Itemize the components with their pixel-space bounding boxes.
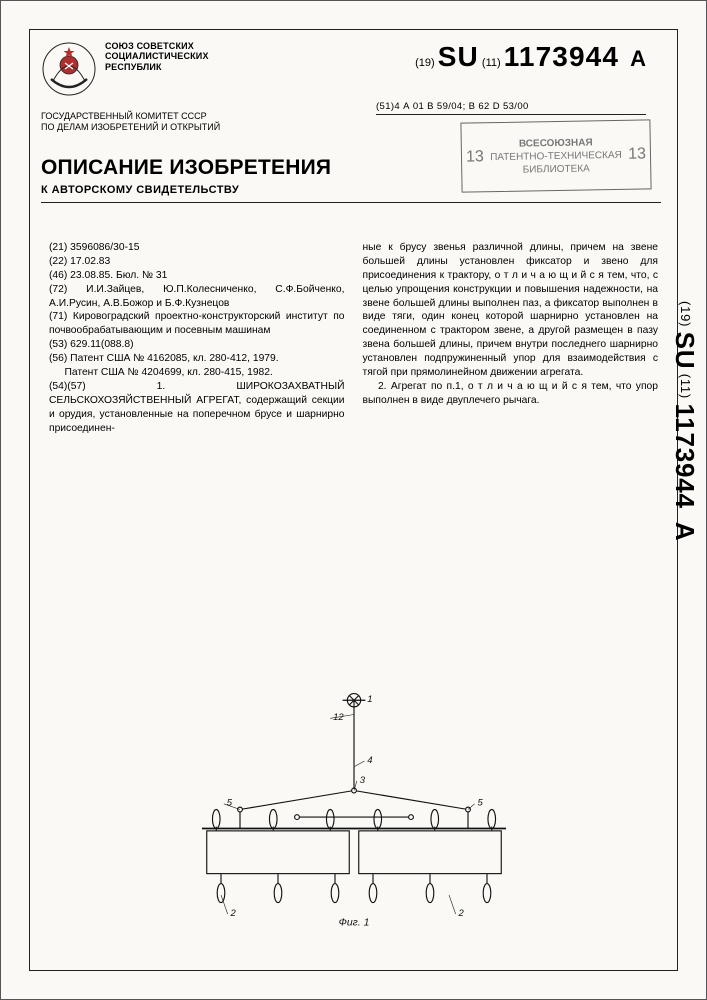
svg-text:4: 4	[367, 754, 372, 765]
side-prefix: (19)	[678, 301, 693, 327]
union-line3: РЕСПУБЛИК	[105, 62, 209, 72]
claim-1-cont: ные к брусу звенья различной длины, прич…	[363, 241, 659, 380]
svg-text:2: 2	[229, 907, 236, 918]
field-54: (54)(57) 1. ШИРОКОЗАХВАТНЫЙ СЕЛЬСКОХОЗЯЙ…	[49, 380, 345, 436]
svg-text:5: 5	[477, 797, 483, 808]
field-71: (71) Кировоградский проектно-конструктор…	[49, 310, 345, 338]
doc-number-value: 1173944	[504, 41, 619, 72]
stamp-left-num: 13	[466, 147, 484, 168]
stamp-bot: БИБЛИОТЕКА	[484, 161, 629, 177]
patent-page: СОЮЗ СОВЕТСКИХ СОЦИАЛИСТИЧЕСКИХ РЕСПУБЛИ…	[0, 0, 707, 1000]
stamp-right-num: 13	[628, 144, 646, 165]
union-line2: СОЦИАЛИСТИЧЕСКИХ	[105, 51, 209, 61]
svg-text:1: 1	[367, 694, 372, 705]
side-number: 1173944	[670, 403, 700, 508]
field-72: (72) И.И.Зайцев, Ю.П.Колесниченко, С.Ф.Б…	[49, 283, 345, 311]
figure-svg: 1 12 43 5 5 2 2 Фиг. 1	[164, 686, 544, 933]
country-prefix: (19)	[415, 57, 435, 69]
field-46: (46) 23.08.85. Бюл. № 31	[49, 269, 345, 283]
main-title: ОПИСАНИЕ ИЗОБРЕТЕНИЯ	[41, 156, 331, 180]
field-21: (21) 3596086/30-15	[49, 241, 345, 255]
left-column: (21) 3596086/30-15 (22) 17.02.83 (46) 23…	[49, 241, 345, 435]
claim-2: 2. Агрегат по п.1, о т л и ч а ю щ и й с…	[363, 380, 659, 408]
ussr-emblem-icon	[41, 41, 97, 97]
stamp-mid: ПАТЕНТНО-ТЕХНИЧЕСКАЯ	[484, 148, 629, 164]
field-56a: (56) Патент США № 4162085, кл. 280-412, …	[49, 352, 345, 366]
doc-code-prefix: (11)	[482, 57, 501, 69]
side-suffix: A	[670, 522, 700, 542]
figure-1: 1 12 43 5 5 2 2 Фиг. 1	[1, 659, 706, 959]
svg-text:3: 3	[359, 774, 365, 785]
side-midfix: (11)	[678, 374, 693, 399]
gk-l1: ГОСУДАРСТВЕННЫЙ КОМИТЕТ СССР	[41, 111, 271, 122]
right-column: ные к брусу звенья различной длины, прич…	[363, 241, 659, 435]
field-56b: Патент США № 4204699, кл. 280-415, 1982.	[49, 366, 345, 380]
library-stamp: 13 ВСЕСОЮЗНАЯ ПАТЕНТНО-ТЕХНИЧЕСКАЯ БИБЛИ…	[460, 119, 651, 192]
side-country: SU	[670, 332, 700, 370]
classification-line: (51)4 А 01 В 59/04; В 62 D 53/00	[376, 101, 646, 115]
doc-suffix: A	[630, 46, 646, 71]
side-doc-number: (19) SU (11) 1173944 A	[669, 301, 700, 541]
country-code: SU	[438, 41, 479, 72]
body-columns: (21) 3596086/30-15 (22) 17.02.83 (46) 23…	[49, 241, 658, 435]
union-line1: СОЮЗ СОВЕТСКИХ	[105, 41, 209, 51]
field-53: (53) 629.11(088.8)	[49, 338, 345, 352]
svg-text:2: 2	[457, 907, 464, 918]
doc-number: (19) SU (11) 1173944 A	[415, 41, 646, 73]
subtitle: К АВТОРСКОМУ СВИДЕТЕЛЬСТВУ	[41, 184, 661, 203]
gk-l2: ПО ДЕЛАМ ИЗОБРЕТЕНИЙ И ОТКРЫТИЙ	[41, 122, 271, 133]
field-22: (22) 17.02.83	[49, 255, 345, 269]
svg-text:12: 12	[333, 712, 344, 723]
gos-komitet: ГОСУДАРСТВЕННЫЙ КОМИТЕТ СССР ПО ДЕЛАМ ИЗ…	[41, 111, 271, 133]
svg-text:5: 5	[226, 797, 232, 808]
svg-text:Фиг. 1: Фиг. 1	[338, 917, 369, 928]
union-text: СОЮЗ СОВЕТСКИХ СОЦИАЛИСТИЧЕСКИХ РЕСПУБЛИ…	[105, 41, 209, 72]
